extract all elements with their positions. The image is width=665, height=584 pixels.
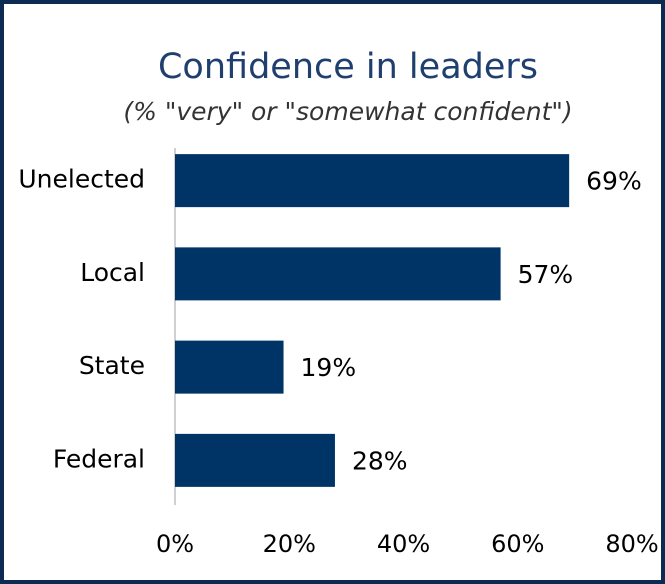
bar bbox=[175, 433, 335, 487]
value-label: 28% bbox=[352, 446, 408, 475]
value-label: 19% bbox=[301, 353, 357, 382]
x-tick-label: 0% bbox=[156, 530, 194, 558]
bar bbox=[175, 340, 284, 394]
y-tick-label: Unelected bbox=[18, 165, 145, 194]
chart-title: Confidence in leaders bbox=[158, 47, 538, 87]
y-tick-label: Local bbox=[80, 258, 145, 287]
bar bbox=[175, 154, 570, 208]
x-tick-label: 40% bbox=[377, 530, 430, 558]
y-tick-label: Federal bbox=[53, 444, 145, 473]
value-label: 57% bbox=[518, 260, 574, 289]
bar bbox=[175, 247, 501, 301]
x-tick-label: 20% bbox=[263, 530, 316, 558]
chart-subtitle: (% "very" or "somewhat confident") bbox=[123, 97, 572, 126]
x-tick-label: 80% bbox=[605, 530, 658, 558]
x-tick-label: 60% bbox=[491, 530, 544, 558]
value-label: 69% bbox=[586, 167, 642, 196]
y-tick-label: State bbox=[79, 351, 145, 380]
